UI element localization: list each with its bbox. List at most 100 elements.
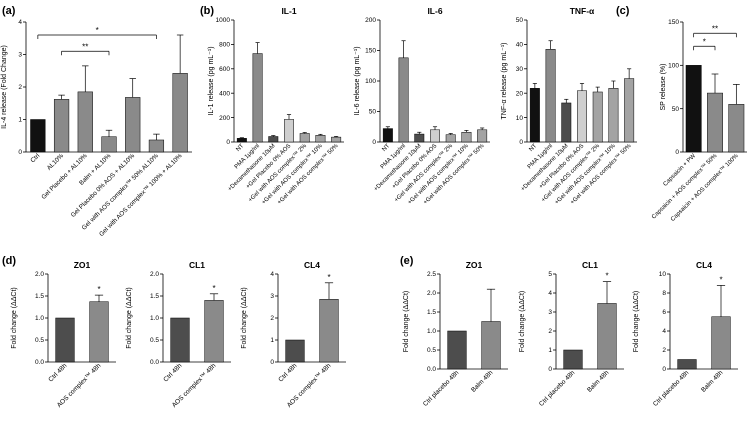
- x-tick-label: Ctrl placebo 48h: [538, 369, 577, 408]
- y-tick-label: 1.0: [35, 315, 44, 322]
- y-tick-label: 0: [372, 139, 376, 146]
- y-tick-label: 2.0: [35, 271, 44, 278]
- bar: [477, 129, 488, 143]
- chart-d1: 0.0 0.5 1.0 1.5 2.0 Fold change (ΔΔCt) ZO1 Ctrl…: [11, 260, 116, 409]
- panel-label-b: (b): [200, 5, 214, 17]
- chart-title: TNF-α: [570, 6, 595, 16]
- y-tick-label: 1.5: [150, 293, 159, 300]
- y-tick-label: 40: [516, 42, 524, 49]
- y-tick-label: 8: [662, 290, 666, 297]
- bar: [414, 133, 425, 143]
- bar: [707, 92, 723, 153]
- y-tick-label: 1.5: [427, 309, 436, 316]
- chart-title: CL4: [304, 260, 320, 270]
- y-tick-label: 100: [365, 78, 376, 85]
- bar: [597, 303, 617, 370]
- bar: [331, 136, 342, 143]
- significance-star: *: [327, 273, 330, 282]
- panel-label-a: (a): [2, 5, 16, 17]
- significance-label: *: [96, 26, 99, 35]
- bar: [592, 91, 603, 143]
- chart-b2: 0 50 100 150 200 IL-6 release (pg mL⁻¹) IL-6 NT…: [354, 6, 490, 206]
- bar: [561, 102, 572, 143]
- bar: [315, 135, 326, 143]
- y-tick-label: 5: [548, 271, 552, 278]
- bar: [77, 91, 93, 153]
- bar: [285, 339, 305, 363]
- bar: [170, 317, 190, 363]
- chart-title: CL4: [696, 260, 712, 270]
- x-tick-label: NT: [235, 143, 245, 153]
- bar: [89, 301, 109, 363]
- y-tick-label: 0.5: [150, 337, 159, 344]
- bar: [461, 131, 472, 143]
- panel-label-d: (d): [2, 255, 16, 267]
- y-axis-label: TNF-α release (pg mL⁻¹): [501, 43, 508, 120]
- bar: [236, 138, 247, 143]
- bar: [577, 90, 587, 143]
- y-tick-label: 30: [516, 66, 524, 73]
- bar: [624, 78, 635, 143]
- significance-label: **: [712, 24, 718, 33]
- y-tick-label: 0: [675, 149, 679, 156]
- y-tick-label: 0.0: [150, 359, 159, 366]
- bar: [30, 119, 46, 153]
- x-tick-label: NT: [528, 143, 538, 153]
- y-tick-label: 2.0: [150, 271, 159, 278]
- bar: [204, 300, 224, 363]
- y-tick-label: 0: [548, 366, 552, 373]
- bar: [711, 316, 731, 370]
- y-axis-label: Fold change (ΔΔCt): [403, 291, 410, 353]
- y-tick-label: 2: [270, 315, 274, 322]
- y-tick-label: 1: [548, 347, 552, 354]
- y-tick-label: 0.0: [427, 366, 436, 373]
- y-tick-label: 200: [365, 17, 376, 24]
- y-tick-label: 1000: [216, 17, 231, 24]
- panel-label-e: (e): [400, 255, 414, 267]
- y-tick-label: 0: [270, 359, 274, 366]
- y-tick-label: 800: [219, 42, 230, 49]
- x-tick-label: Balm 48h: [586, 369, 611, 394]
- y-tick-label: 1.0: [150, 315, 159, 322]
- bar: [398, 57, 409, 143]
- y-tick-label: 1.0: [427, 328, 436, 335]
- bar: [268, 136, 279, 143]
- y-axis-label: SP release (%): [660, 64, 667, 111]
- y-tick-label: 4: [270, 271, 274, 278]
- chart-title: ZO1: [466, 260, 483, 270]
- y-tick-label: 0.5: [427, 347, 436, 354]
- chart-title: CL1: [189, 260, 205, 270]
- y-tick-label: 2: [548, 328, 552, 335]
- y-tick-label: 600: [219, 66, 230, 73]
- bar: [55, 317, 75, 363]
- y-tick-label: 2.5: [427, 271, 436, 278]
- bar: [481, 321, 501, 370]
- bar: [101, 136, 117, 153]
- chart-a: 0 1 2 3 4 IL-4 release (Fold Change) Ctrl AL10%…: [1, 19, 192, 238]
- y-tick-label: 1: [18, 117, 22, 124]
- bar: [53, 99, 70, 153]
- chart-title: IL-1: [281, 6, 296, 16]
- bar: [677, 359, 697, 370]
- charts-group: 0 1 2 3 4 IL-4 release (Fold Change) Ctrl AL10%…: [1, 6, 747, 409]
- bar: [529, 88, 540, 143]
- significance-label: *: [703, 37, 706, 46]
- y-tick-label: 2: [18, 84, 22, 91]
- bar: [430, 129, 440, 143]
- bar: [252, 53, 263, 143]
- y-tick-label: 1.5: [35, 293, 44, 300]
- y-tick-label: 150: [365, 48, 376, 55]
- panel-label-c: (c): [616, 5, 630, 17]
- chart-title: ZO1: [74, 260, 91, 270]
- bar: [447, 330, 467, 370]
- significance-star: *: [605, 272, 608, 281]
- chart-e1: 0.0 0.5 1.0 1.5 2.0 2.5 Fold change (ΔΔCt) ZO1 C…: [403, 260, 508, 408]
- y-axis-label: IL-1 release (pg mL⁻¹): [208, 46, 215, 115]
- y-tick-label: 0: [18, 149, 22, 156]
- y-axis-label: IL-4 release (Fold Change): [1, 45, 8, 129]
- y-tick-label: 4: [548, 290, 552, 297]
- y-tick-label: 400: [219, 90, 230, 97]
- bar: [608, 88, 619, 143]
